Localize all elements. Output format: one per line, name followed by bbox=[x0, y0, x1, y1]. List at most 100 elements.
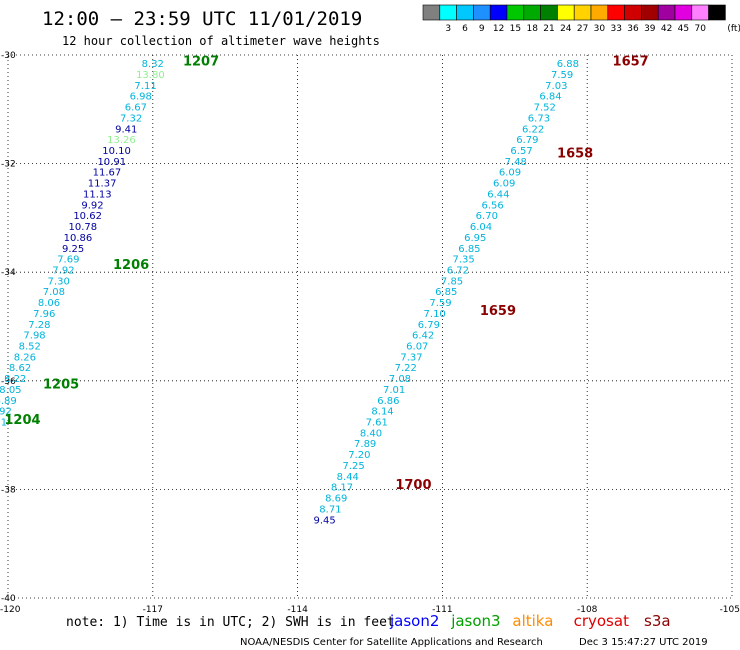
wave-height-value: 7.20 bbox=[348, 450, 370, 461]
wave-height-value: 6.07 bbox=[406, 342, 428, 353]
wave-height-value: 10.78 bbox=[68, 222, 97, 233]
longitude-tick-label: -114 bbox=[287, 605, 308, 615]
pass-time-label: 1204 bbox=[4, 413, 40, 428]
longitude-tick-label: -120 bbox=[0, 605, 21, 615]
legend-swatch bbox=[456, 4, 474, 21]
legend-swatch-label: 18 bbox=[526, 24, 538, 34]
wave-height-value: 7.96 bbox=[33, 309, 55, 320]
legend-swatch-label: 70 bbox=[694, 24, 706, 34]
wave-height-value: 6.70 bbox=[476, 211, 498, 222]
wave-height-value: 10.62 bbox=[73, 211, 102, 222]
wave-height-value: 8.05 bbox=[0, 385, 22, 396]
wave-height-value: 6.73 bbox=[528, 113, 550, 124]
legend-swatch-label: 12 bbox=[493, 24, 504, 34]
lat-lon-grid bbox=[7, 54, 733, 599]
wave-height-value: 6.09 bbox=[499, 168, 521, 179]
wave-height-value: 10.91 bbox=[97, 157, 126, 168]
wave-height-value: 7.85 bbox=[441, 276, 463, 287]
legend-swatch-label: 15 bbox=[510, 24, 521, 34]
satellite-name-altika: altika bbox=[512, 612, 553, 630]
wave-height-value: 7.92 bbox=[0, 407, 12, 418]
legend-unit-label: (ft) bbox=[727, 24, 740, 34]
legend-swatch bbox=[708, 4, 726, 21]
wave-height-value: 7.08 bbox=[389, 374, 411, 385]
pass-time-label: 1206 bbox=[113, 258, 149, 273]
wave-height-value: 6.79 bbox=[418, 320, 440, 331]
wave-height-value: 11.13 bbox=[83, 189, 112, 200]
wave-height-value: 6.44 bbox=[487, 189, 509, 200]
satellite-legend: jason2 jason3 altika cryosat s3a bbox=[389, 612, 671, 630]
wave-height-value: 8.62 bbox=[9, 363, 31, 374]
wave-height-value: 8.52 bbox=[19, 342, 41, 353]
color-scale-legend: 3 6 9 12 15 18 21 24 27 30 33 36 39 42 45 70 (ft) bbox=[422, 4, 740, 34]
legend-swatch-label: 9 bbox=[479, 24, 485, 34]
wave-height-value: 7.37 bbox=[400, 352, 422, 363]
legend-swatch bbox=[573, 4, 592, 21]
wave-height-value: 6.85 bbox=[435, 287, 457, 298]
wave-height-value: 7.28 bbox=[28, 320, 50, 331]
wave-height-value: 6.98 bbox=[130, 92, 152, 103]
wave-height-value: 8.69 bbox=[325, 494, 347, 505]
map-title: 12:00 — 23:59 UTC 11/01/2019 bbox=[42, 8, 362, 30]
map-subtitle: 12 hour collection of altimeter wave hei… bbox=[62, 34, 380, 48]
longitude-tick-label: -117 bbox=[143, 605, 163, 615]
wave-height-value: 7.61 bbox=[366, 418, 388, 429]
wave-height-value: 6.57 bbox=[510, 146, 532, 157]
pass-time-label: 1658 bbox=[557, 147, 593, 162]
generation-timestamp: Dec 3 15:47:27 UTC 2019 bbox=[579, 637, 708, 648]
legend-swatch-label: 30 bbox=[594, 24, 606, 34]
credit-text: NOAA/NESDIS Center for Satellite Applica… bbox=[240, 637, 543, 648]
legend-swatch bbox=[674, 4, 693, 21]
wave-height-value: 7.30 bbox=[48, 276, 70, 287]
legend-swatch bbox=[607, 4, 625, 21]
legend-swatch bbox=[422, 4, 441, 21]
wave-height-value: 9.25 bbox=[62, 244, 84, 255]
legend-swatch bbox=[540, 4, 558, 21]
legend-swatch bbox=[691, 4, 709, 21]
legend-swatch-label: 45 bbox=[678, 24, 689, 34]
wave-height-value: 7.22 bbox=[395, 363, 417, 374]
wave-height-value: 10.86 bbox=[64, 233, 93, 244]
wave-height-value: 7.59 bbox=[429, 298, 451, 309]
legend-swatch-label: 39 bbox=[644, 24, 656, 34]
latitude-tick-label: -34 bbox=[1, 268, 16, 278]
wave-height-value: 8.51 bbox=[0, 418, 7, 429]
legend-swatch-label: 6 bbox=[462, 24, 468, 34]
satellite-pass: 6.887.597.036.847.526.736.226.796.577.48… bbox=[313, 54, 648, 526]
legend-swatch bbox=[590, 4, 609, 21]
legend-swatch-label: 33 bbox=[610, 24, 621, 34]
wave-height-value: 9.45 bbox=[313, 515, 335, 526]
satellite-tracks: 8.3213.807.116.986.677.329.4113.2610.101… bbox=[0, 54, 649, 526]
legend-swatch bbox=[489, 4, 508, 21]
wave-height-value: 7.48 bbox=[505, 157, 527, 168]
satellite-name-cryosat: cryosat bbox=[574, 612, 629, 630]
legend-swatch bbox=[506, 4, 525, 21]
pass-time-label: 1207 bbox=[183, 54, 219, 69]
wave-height-value: 7.03 bbox=[545, 81, 567, 92]
legend-swatch bbox=[523, 4, 541, 21]
wave-height-value: 6.89 bbox=[0, 396, 17, 407]
longitude-tick-label: -111 bbox=[432, 605, 452, 615]
wave-height-value: 8.17 bbox=[331, 483, 353, 494]
wave-height-value: 7.98 bbox=[23, 331, 45, 342]
wave-height-value: 6.22 bbox=[522, 124, 544, 135]
legend-swatch bbox=[624, 4, 642, 21]
wave-height-value: 7.35 bbox=[453, 255, 475, 266]
wave-height-value: 8.22 bbox=[4, 374, 26, 385]
wave-height-value: 6.09 bbox=[493, 179, 515, 190]
wave-height-value: 6.42 bbox=[412, 331, 434, 342]
legend-swatch-label: 3 bbox=[445, 24, 451, 34]
wave-height-value: 8.26 bbox=[14, 352, 36, 363]
wave-height-value: 11.67 bbox=[93, 168, 122, 179]
wave-height-value: 8.32 bbox=[142, 59, 164, 70]
wave-height-value: 8.40 bbox=[360, 428, 382, 439]
latitude-tick-label: -36 bbox=[1, 377, 16, 387]
wave-height-value: 7.25 bbox=[342, 461, 364, 472]
latitude-tick-label: -30 bbox=[1, 51, 16, 61]
wave-height-value: 6.88 bbox=[557, 59, 579, 70]
wave-height-value: 7.32 bbox=[120, 113, 142, 124]
wave-height-value: 7.01 bbox=[383, 385, 405, 396]
legend-swatch bbox=[439, 4, 457, 21]
latitude-tick-label: -32 bbox=[1, 160, 16, 170]
